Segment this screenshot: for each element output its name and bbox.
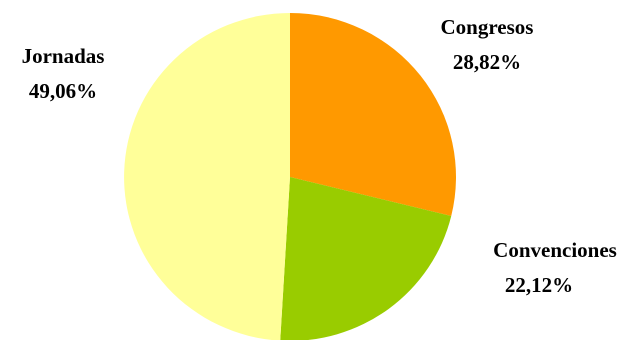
pie-slices — [124, 13, 456, 340]
slice-name-label-congresos: Congresos — [441, 15, 534, 39]
slice-value-label-congresos: 28,82% — [453, 50, 521, 74]
slice-name-label-convenciones: Convenciones — [493, 238, 617, 262]
slice-name-label-jornadas: Jornadas — [22, 44, 105, 68]
slice-value-label-convenciones: 22,12% — [505, 273, 573, 297]
pie-slice-jornadas — [124, 13, 290, 340]
slice-value-label-jornadas: 49,06% — [29, 79, 97, 103]
pie-slice-congresos — [290, 13, 456, 216]
pie-slice-convenciones — [280, 177, 452, 340]
